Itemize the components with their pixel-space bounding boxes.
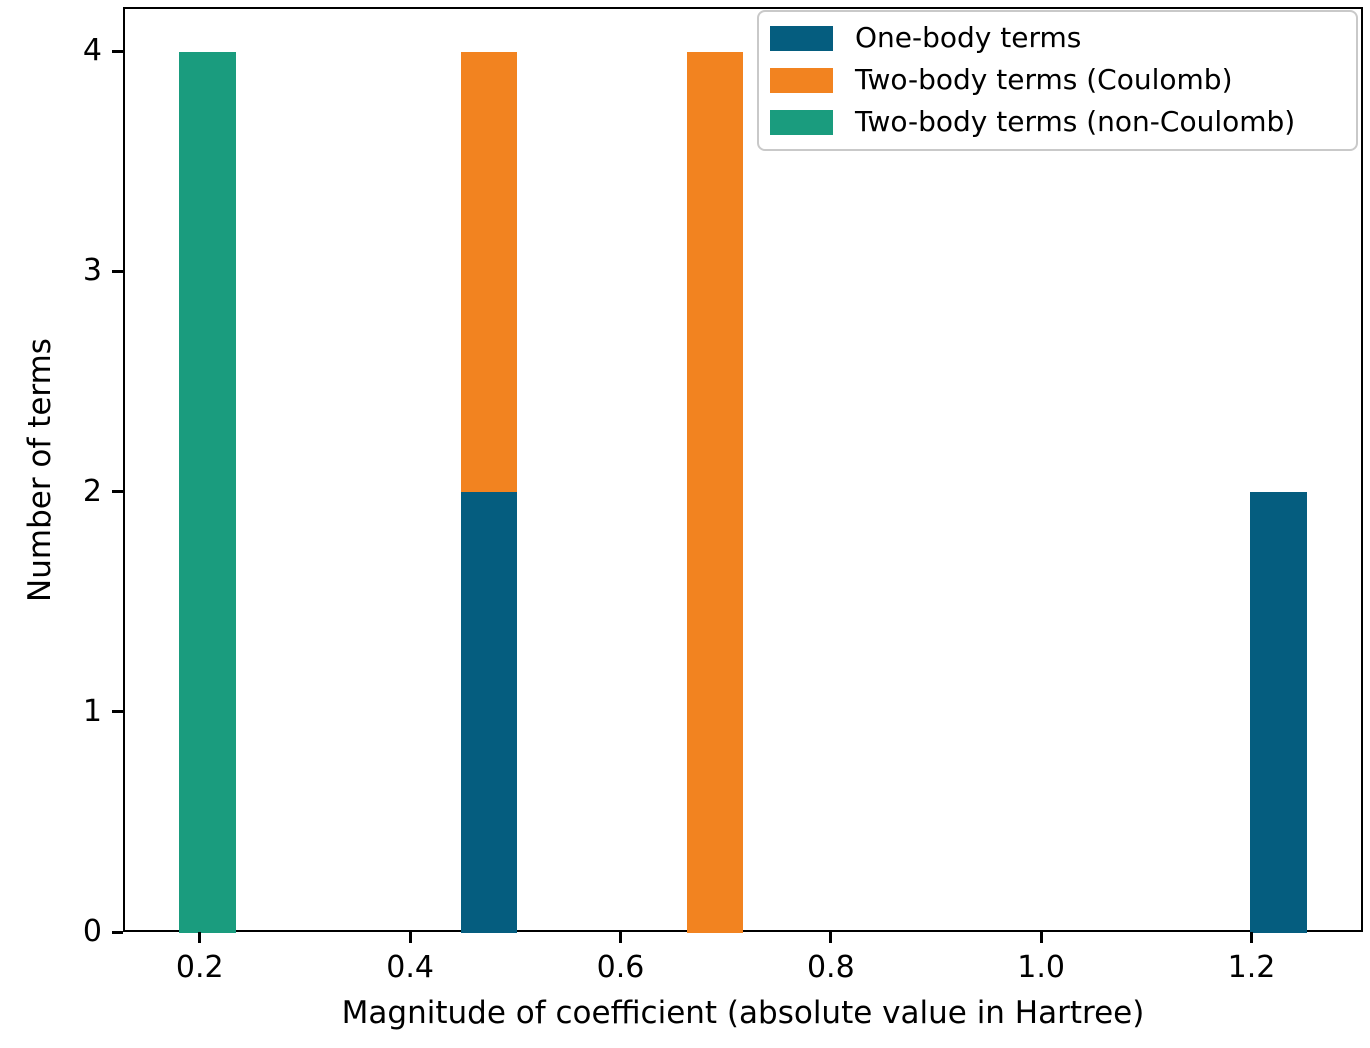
y-tick [112,490,123,494]
y-tick [112,710,123,714]
y-tick-label: 0 [82,914,102,949]
x-tick [198,932,202,943]
plot-area [123,7,1363,933]
legend-label: Two-body terms (non-Coulomb) [855,105,1296,139]
bar-one-body-terms [461,492,518,933]
x-tick-label: 0.4 [386,950,434,985]
legend-swatch-one-body-terms [770,25,833,51]
x-tick [408,932,412,943]
x-tick-label: 0.6 [596,950,645,985]
x-tick-label: 0.2 [175,950,224,985]
y-axis-label: Number of terms [22,338,58,602]
x-tick-label: 1.0 [1017,950,1066,985]
legend-item: Two-body terms (non-Coulomb) [759,107,1356,138]
x-tick [1250,932,1254,943]
x-tick [829,932,833,943]
x-tick [1039,932,1043,943]
legend: One-body terms Two-body terms (Coulomb) Tw… [757,10,1358,151]
bar-two-body-terms-coulomb [461,51,518,493]
bar-two-body-terms-coulomb [686,51,743,933]
legend-item: One-body terms [759,20,1356,54]
bar-two-body-terms-non-coulomb [179,51,236,933]
legend-item: Two-body terms (Coulomb) [759,63,1356,97]
y-tick [112,269,123,273]
y-tick-label: 4 [82,33,102,69]
x-tick [618,932,622,943]
legend-label: One-body terms [855,20,1082,54]
legend-label: Two-body terms (Coulomb) [855,63,1233,97]
legend-swatch-two-body-terms-coulomb [770,67,833,93]
y-tick-label: 1 [82,693,102,729]
y-tick [112,49,123,53]
x-tick-label: 1.2 [1227,950,1276,985]
y-tick-label: 2 [82,473,102,509]
x-tick-label: 0.8 [806,950,855,985]
x-axis-label: Magnitude of coefficient (absolute value… [341,995,1145,1031]
y-tick [112,930,123,934]
bar-one-body-terms [1250,492,1307,933]
y-tick-label: 3 [82,253,102,289]
legend-swatch-two-body-terms-non-coulomb [770,110,833,136]
bars-layer [125,9,1361,933]
